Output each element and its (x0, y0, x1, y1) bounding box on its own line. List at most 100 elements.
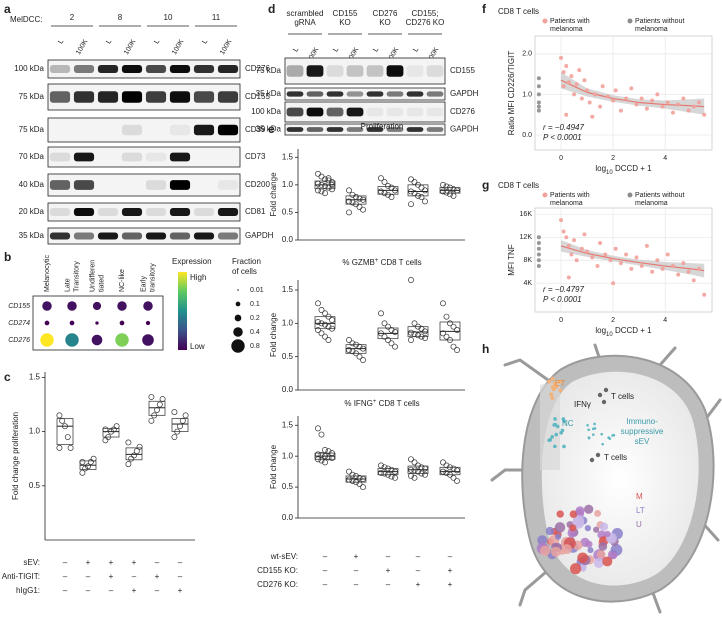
y-axis-label: MFI TNF (507, 244, 516, 276)
point (440, 188, 446, 195)
nc-dot (562, 444, 566, 449)
band (73, 152, 95, 162)
lane-label: L (105, 38, 113, 45)
point (385, 337, 391, 343)
condition-sign: – (448, 552, 453, 561)
point (587, 100, 592, 105)
legend-label: Patients with melanoma (550, 18, 592, 33)
point (411, 459, 418, 466)
label-lt: LT (636, 506, 645, 515)
point (572, 92, 577, 97)
point (385, 183, 391, 189)
point (681, 96, 686, 101)
x-axis-label: log10 DCCD + 1 (595, 326, 652, 337)
tcell-dot (589, 457, 595, 463)
point (346, 187, 352, 194)
lane-label: L (372, 46, 380, 53)
band (386, 127, 404, 132)
point (318, 188, 325, 195)
band (217, 124, 239, 136)
point (598, 104, 603, 109)
point (353, 341, 359, 348)
point (174, 428, 181, 435)
sev-dot (591, 433, 595, 436)
condition-sign: – (323, 566, 328, 575)
point (422, 198, 428, 205)
band (426, 91, 444, 97)
point (136, 443, 143, 450)
band (426, 127, 444, 132)
legend-swatch (542, 192, 548, 198)
point (325, 448, 332, 455)
point (329, 186, 335, 193)
chart-title: CD8 T cells (498, 7, 539, 16)
size-label: 35 kDa (256, 125, 282, 134)
band (426, 107, 444, 117)
et-dot (547, 379, 552, 384)
condition-sign: – (86, 572, 91, 581)
label-u: U (636, 520, 642, 529)
condition-sign: + (354, 552, 359, 561)
column-label: Early (140, 276, 147, 292)
condition-sign: – (132, 572, 137, 581)
label-tcells: T cells (611, 392, 634, 401)
point (613, 246, 618, 251)
cell-dot (545, 526, 555, 536)
label-sev: sEV (635, 437, 650, 446)
point (443, 183, 450, 190)
point (325, 313, 332, 320)
point (346, 209, 352, 216)
point (381, 470, 388, 477)
condition-sign: – (416, 566, 421, 575)
cell-dot (596, 550, 606, 559)
point (67, 444, 74, 451)
point (360, 206, 366, 213)
blot-frame (284, 123, 446, 136)
point (608, 258, 613, 263)
y-tick-label: 16K (520, 211, 533, 218)
band (217, 232, 239, 240)
size-key (234, 314, 242, 322)
cell-dot (609, 551, 618, 559)
condition-sign: – (63, 572, 68, 581)
lane-label: 100K (75, 38, 89, 56)
dot (65, 333, 79, 347)
point (318, 330, 325, 337)
legend-line: Patients with (550, 18, 592, 25)
annotation: r = −0.4797 (543, 285, 584, 294)
band (98, 180, 118, 190)
size-label: 100 kDa (14, 64, 44, 73)
dot (91, 334, 103, 346)
band (286, 107, 304, 117)
y-tick-label: 1.5 (29, 373, 41, 382)
legend-line: Patients without (635, 192, 686, 199)
point (318, 173, 325, 180)
point (322, 459, 328, 466)
point (322, 321, 328, 328)
protein-label: CD276 (245, 64, 270, 73)
band (145, 208, 167, 216)
title-part: + (375, 258, 379, 264)
sev-dot (593, 427, 597, 430)
y-tick-label: 0.5 (282, 352, 294, 361)
sev-dot (586, 423, 589, 427)
condition-sign: + (86, 558, 91, 567)
band (74, 125, 94, 136)
point (381, 320, 388, 327)
point (90, 455, 97, 462)
size-label: 35 kDa (256, 89, 282, 98)
point (559, 55, 564, 60)
label-m: M (636, 492, 643, 501)
point (644, 243, 649, 248)
point (182, 412, 189, 419)
label-part: 10 (606, 170, 613, 176)
point (408, 176, 414, 183)
condition-sign: – (386, 580, 391, 589)
point (113, 423, 120, 430)
band (346, 65, 364, 77)
condition-label: CD276 KO: (257, 580, 298, 589)
dot (142, 334, 154, 346)
point (388, 327, 395, 333)
point (447, 464, 453, 471)
box (125, 447, 143, 461)
